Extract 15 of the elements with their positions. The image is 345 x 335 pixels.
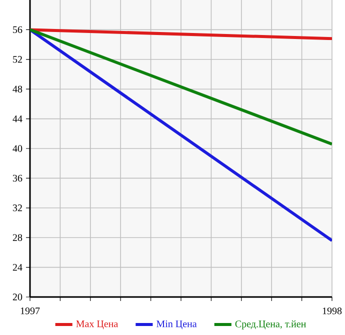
y-tick-label: 44 <box>12 116 22 122</box>
x-tick-label: 1998 <box>322 308 342 314</box>
x-tick-label: 1997 <box>20 308 40 314</box>
y-tick-label: 32 <box>12 204 22 212</box>
legend-label: Min Цена <box>156 320 197 330</box>
y-tick-label: 56 <box>13 26 22 34</box>
y-tick-label: 36 <box>12 174 22 182</box>
y-tick-label: 20 <box>12 294 22 300</box>
legend-label: Сред.Цена, т.йен <box>235 320 306 330</box>
legend-label: Max Цена <box>76 320 118 330</box>
y-tick-label: 28 <box>12 234 22 241</box>
y-tick-label: 52 <box>13 56 22 63</box>
y-tick-label: 24 <box>12 264 22 271</box>
y-tick-label: 40 <box>12 145 22 152</box>
y-tick-label: 48 <box>12 86 22 92</box>
